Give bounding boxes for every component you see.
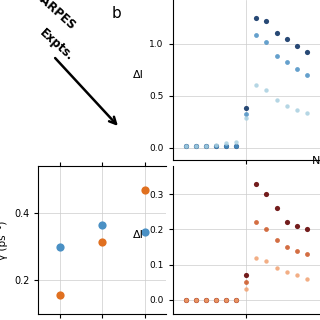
- Point: [294, 273, 299, 278]
- Point: [194, 144, 199, 149]
- Point: [142, 229, 148, 234]
- Point: [274, 53, 279, 59]
- Point: [284, 37, 289, 42]
- Point: [142, 187, 148, 192]
- Point: [304, 111, 309, 116]
- Point: [224, 141, 229, 146]
- Point: [204, 297, 209, 302]
- Point: [304, 72, 309, 77]
- Point: [304, 252, 309, 257]
- Point: [294, 248, 299, 253]
- Point: [304, 227, 309, 232]
- Point: [254, 255, 259, 260]
- Point: [234, 297, 239, 302]
- Point: [274, 31, 279, 36]
- Point: [224, 297, 229, 302]
- Point: [234, 144, 239, 149]
- Point: [214, 144, 219, 149]
- Point: [284, 269, 289, 274]
- Text: b: b: [112, 6, 121, 21]
- Point: [254, 181, 259, 187]
- Point: [194, 297, 199, 302]
- Point: [184, 144, 189, 149]
- Point: [184, 144, 189, 149]
- Point: [244, 106, 249, 111]
- Point: [194, 144, 199, 149]
- Point: [184, 297, 189, 302]
- Point: [224, 297, 229, 302]
- Text: Expts.: Expts.: [36, 27, 76, 64]
- Point: [294, 43, 299, 48]
- Point: [184, 297, 189, 302]
- Point: [264, 88, 269, 93]
- Point: [234, 140, 239, 145]
- Point: [224, 144, 229, 149]
- Point: [244, 112, 249, 117]
- Point: [264, 227, 269, 232]
- Point: [244, 286, 249, 292]
- Point: [284, 60, 289, 65]
- Point: [294, 66, 299, 71]
- Point: [204, 144, 209, 149]
- Point: [184, 144, 189, 149]
- Point: [214, 297, 219, 302]
- Y-axis label: γ (ps⁻¹): γ (ps⁻¹): [0, 220, 8, 260]
- Point: [304, 276, 309, 281]
- Point: [244, 116, 249, 121]
- Point: [214, 297, 219, 302]
- Point: [214, 297, 219, 302]
- Point: [254, 15, 259, 20]
- Y-axis label: ΔI: ΔI: [133, 230, 144, 240]
- Point: [284, 103, 289, 108]
- Point: [304, 49, 309, 54]
- Point: [57, 244, 62, 249]
- Point: [274, 206, 279, 211]
- Y-axis label: ΔI: ΔI: [133, 70, 144, 80]
- Point: [254, 33, 259, 38]
- Point: [244, 273, 249, 278]
- Point: [234, 144, 239, 149]
- Point: [264, 18, 269, 23]
- Point: [254, 83, 259, 88]
- Point: [204, 144, 209, 149]
- Point: [204, 144, 209, 149]
- Point: [264, 192, 269, 197]
- Point: [294, 223, 299, 228]
- Text: N: N: [312, 156, 320, 166]
- Point: [274, 97, 279, 102]
- Point: [274, 237, 279, 243]
- Point: [184, 297, 189, 302]
- Point: [264, 39, 269, 44]
- Point: [57, 292, 62, 298]
- Point: [214, 144, 219, 149]
- Point: [194, 297, 199, 302]
- Point: [264, 259, 269, 264]
- Point: [224, 144, 229, 149]
- Point: [284, 244, 289, 250]
- Point: [194, 144, 199, 149]
- Point: [194, 297, 199, 302]
- Point: [234, 297, 239, 302]
- Point: [224, 297, 229, 302]
- Point: [244, 279, 249, 284]
- Point: [100, 222, 105, 228]
- Point: [100, 239, 105, 244]
- Text: Raw ARPES: Raw ARPES: [13, 0, 78, 32]
- Point: [294, 108, 299, 113]
- Point: [204, 297, 209, 302]
- Point: [214, 143, 219, 148]
- Point: [204, 297, 209, 302]
- Point: [284, 220, 289, 225]
- Point: [254, 220, 259, 225]
- Point: [274, 266, 279, 271]
- Point: [234, 297, 239, 302]
